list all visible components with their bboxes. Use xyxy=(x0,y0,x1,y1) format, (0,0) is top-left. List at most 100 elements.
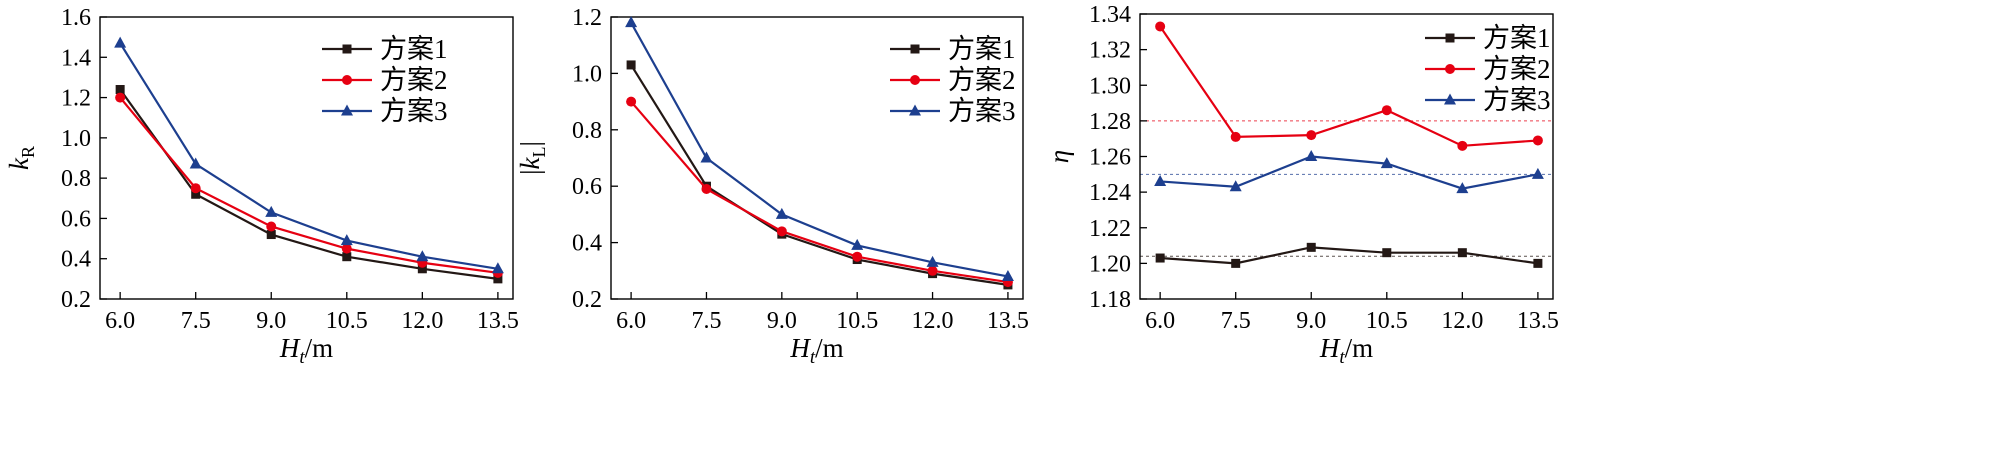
legend-marker xyxy=(342,75,352,85)
y-tick-label: 1.34 xyxy=(1089,2,1131,28)
data-point xyxy=(114,36,127,48)
x-tick-label: 13.5 xyxy=(477,308,519,334)
y-axis-label: |kL| xyxy=(515,141,549,175)
series-3 xyxy=(1154,150,1544,194)
series-1 xyxy=(1155,242,1543,268)
data-point xyxy=(265,205,278,217)
data-point xyxy=(190,183,201,194)
data-point xyxy=(491,262,504,274)
y-tick-label: 1.0 xyxy=(61,126,91,152)
x-axis-label: Ht/m xyxy=(279,333,333,368)
y-tick-label: 0.2 xyxy=(572,287,602,313)
legend-label: 方案2 xyxy=(1483,54,1551,84)
y-tick-label: 1.30 xyxy=(1089,73,1131,99)
data-point xyxy=(115,92,126,103)
data-point xyxy=(1533,258,1543,268)
data-point xyxy=(1380,157,1393,169)
x-tick-label: 10.5 xyxy=(326,308,368,334)
data-point xyxy=(700,151,713,163)
x-tick-label: 6.0 xyxy=(105,308,135,334)
data-point xyxy=(1001,269,1014,281)
series-line xyxy=(1159,25,1538,147)
data-point xyxy=(340,234,353,246)
series-line xyxy=(630,64,1009,286)
legend-marker xyxy=(341,104,353,116)
chart-panel-2: 0.2 0.4 0.6 0.8 1.0 1.2 6.0 7.5 9.0 10.5 12.0 13.5 H… xyxy=(515,5,1029,368)
data-point xyxy=(416,250,429,262)
data-point xyxy=(1306,130,1317,141)
data-point xyxy=(625,16,638,28)
series-line xyxy=(119,88,499,280)
y-tick-label: 1.20 xyxy=(1089,251,1131,277)
y-tick-label: 1.6 xyxy=(61,5,91,31)
x-tick-label: 9.0 xyxy=(1296,308,1326,334)
legend-label: 方案3 xyxy=(948,96,1016,126)
data-point xyxy=(1532,135,1543,146)
legend-label: 方案3 xyxy=(380,96,448,126)
data-point xyxy=(852,251,863,262)
data-point xyxy=(1229,180,1242,192)
data-point xyxy=(191,189,201,199)
data-point xyxy=(1155,253,1165,263)
data-point xyxy=(1382,248,1392,258)
y-tick-label: 1.2 xyxy=(61,86,91,112)
data-point xyxy=(1456,182,1469,194)
series-2 xyxy=(626,96,1013,288)
y-tick-label: 0.8 xyxy=(572,118,602,144)
data-point xyxy=(266,230,276,240)
x-tick-label: 12.0 xyxy=(401,308,443,334)
y-axis-label: η xyxy=(1044,150,1074,163)
series-line xyxy=(119,42,499,270)
data-point xyxy=(266,221,277,232)
legend-label: 方案1 xyxy=(380,34,448,64)
y-tick-label: 1.24 xyxy=(1089,180,1131,206)
data-point xyxy=(1531,167,1544,179)
x-tick-label: 6.0 xyxy=(616,308,646,334)
axes-frame xyxy=(610,16,1024,300)
data-point xyxy=(775,207,788,219)
y-tick-label: 1.32 xyxy=(1089,38,1131,64)
legend-marker xyxy=(342,44,352,54)
series-3 xyxy=(114,36,504,274)
data-point xyxy=(1231,258,1241,268)
x-tick-label: 10.5 xyxy=(836,308,878,334)
y-tick-label: 1.28 xyxy=(1089,109,1131,135)
y-tick-label: 1.22 xyxy=(1089,216,1131,242)
x-tick-label: 7.5 xyxy=(181,308,211,334)
axes-frame xyxy=(99,16,514,300)
y-tick-label: 1.2 xyxy=(572,5,602,31)
legend-marker xyxy=(1445,33,1455,43)
x-tick-label: 12.0 xyxy=(912,308,954,334)
data-point xyxy=(1457,248,1467,258)
series-line xyxy=(630,100,1009,284)
legend-marker xyxy=(909,104,921,116)
y-tick-label: 1.26 xyxy=(1089,145,1131,171)
series-line xyxy=(1160,246,1539,265)
data-point xyxy=(927,265,938,276)
x-tick-label: 10.5 xyxy=(1366,308,1408,334)
data-point xyxy=(1154,174,1167,186)
y-tick-label: 0.8 xyxy=(61,166,91,192)
data-point xyxy=(417,264,427,274)
y-tick-label: 0.6 xyxy=(61,206,91,232)
x-tick-label: 9.0 xyxy=(767,308,797,334)
data-point xyxy=(776,226,787,237)
x-tick-label: 13.5 xyxy=(1517,308,1559,334)
x-tick-label: 6.0 xyxy=(1145,308,1175,334)
data-point xyxy=(1305,150,1318,161)
x-tick-label: 13.5 xyxy=(987,308,1029,334)
data-point xyxy=(851,238,864,250)
x-tick-label: 7.5 xyxy=(691,308,721,334)
chart-panel-1: 0.2 0.4 0.6 0.8 1.0 1.2 1.4 1.6 6.0 7.5 9.0 10.5 12.… xyxy=(4,5,519,368)
legend-marker xyxy=(1445,64,1455,74)
series-1 xyxy=(115,85,503,284)
data-point xyxy=(115,85,125,95)
data-point xyxy=(626,96,637,107)
data-point xyxy=(493,274,503,284)
x-axis-label: Ht/m xyxy=(789,333,843,368)
chart-panel-3: 1.18 1.20 1.22 1.24 1.26 1.28 1.30 1.32 1.34 6.0 7… xyxy=(1044,2,1559,368)
data-point xyxy=(341,243,352,254)
